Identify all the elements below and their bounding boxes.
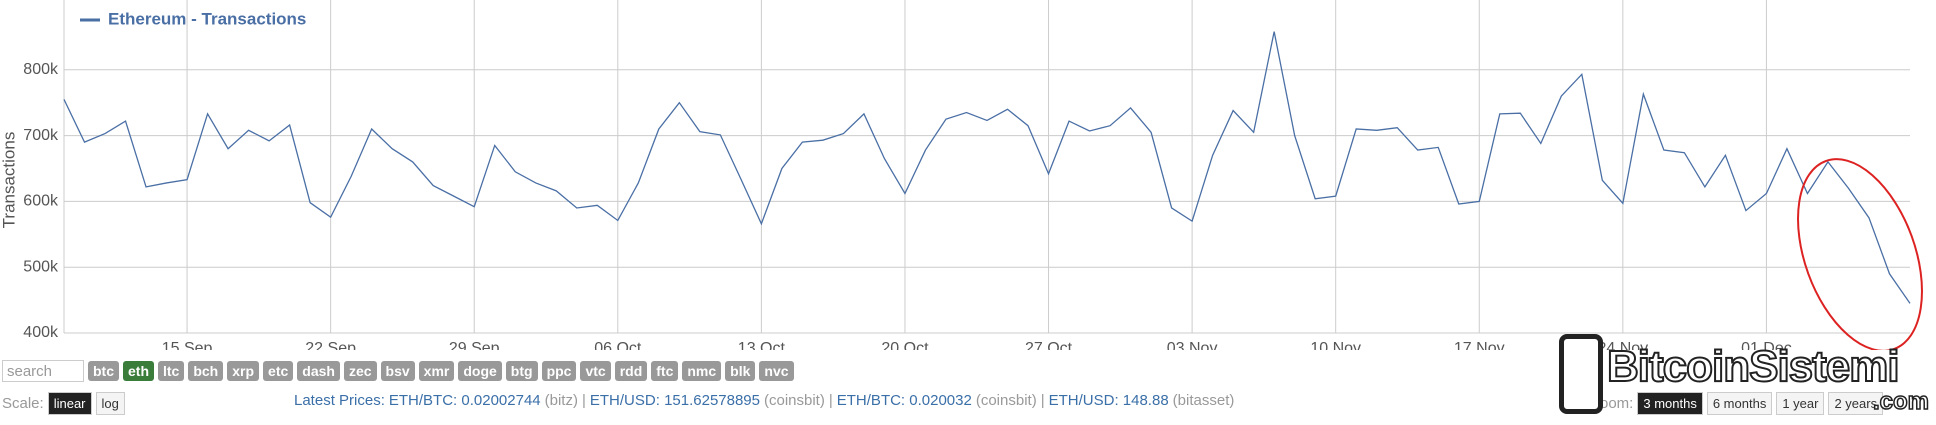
watermark-name: BitcoinSistemi xyxy=(1606,341,1901,392)
zoom-button[interactable]: 6 months xyxy=(1706,392,1773,415)
coin-button[interactable]: nmc xyxy=(682,361,722,381)
zoom-row: oom: 3 months 6 months 1 year 2 years xyxy=(1600,392,1884,415)
price-pair: ETH/USD: 151.62578895 xyxy=(589,392,760,409)
coin-button[interactable]: dash xyxy=(297,361,340,381)
zoom-button[interactable]: 1 year xyxy=(1776,392,1825,415)
coin-button[interactable]: etc xyxy=(263,361,294,381)
zoom-label: oom: xyxy=(1600,395,1634,412)
prices-label: Latest Prices: xyxy=(294,392,385,409)
zoom-button[interactable]: 2 years xyxy=(1828,392,1884,415)
watermark-domain: .com xyxy=(1872,387,1930,416)
scale-label: Scale: xyxy=(2,395,44,412)
coin-button[interactable]: ltc xyxy=(158,361,185,381)
x-tick-label: 24 Nov xyxy=(1597,340,1648,350)
separator: | xyxy=(1040,392,1045,409)
y-tick-label: 800k xyxy=(23,61,59,78)
y-tick-label: 600k xyxy=(23,193,59,210)
coin-button[interactable]: nvc xyxy=(759,361,794,381)
coin-button[interactable]: ppc xyxy=(541,361,577,381)
x-tick-label: 22 Sep xyxy=(305,340,356,350)
coin-button[interactable]: xrp xyxy=(227,361,260,381)
coin-button[interactable]: blk xyxy=(725,361,756,381)
x-tick-label: 01 Dec xyxy=(1741,340,1792,350)
watermark: BitcoinSistemi .com xyxy=(1555,330,1935,420)
price-source: (bitasset) xyxy=(1172,392,1235,409)
y-tick-label: 400k xyxy=(23,324,59,341)
coin-button[interactable]: bsv xyxy=(380,361,415,381)
y-tick-label: 500k xyxy=(23,258,59,275)
coin-button[interactable]: rdd xyxy=(614,361,648,381)
x-tick-label: 20 Oct xyxy=(881,340,929,350)
coin-button[interactable]: btc xyxy=(88,361,119,381)
coin-button[interactable]: ftc xyxy=(651,361,679,381)
x-tick-label: 15 Sep xyxy=(162,340,213,350)
coin-row: search btc eth ltc bch xrp etc dash zec bsv xmr dog… xyxy=(2,360,794,382)
zoom-button[interactable]: 3 months xyxy=(1637,392,1703,415)
scale-button[interactable]: linear xyxy=(47,392,92,415)
coin-button[interactable]: zec xyxy=(343,361,377,381)
chart: Ethereum - Transactions Transactions 400… xyxy=(0,0,1923,350)
scale-button[interactable]: log xyxy=(95,392,125,415)
data-line xyxy=(63,31,1911,304)
search-input[interactable]: search xyxy=(2,360,84,382)
x-tick-label: 10 Nov xyxy=(1310,340,1361,350)
y-tick-label: 700k xyxy=(23,127,59,144)
coin-button[interactable]: eth xyxy=(123,361,154,381)
x-tick-label: 13 Oct xyxy=(738,340,786,350)
separator: | xyxy=(828,392,833,409)
coin-button[interactable]: btg xyxy=(505,361,538,381)
coin-button[interactable]: doge xyxy=(458,361,502,381)
coin-button[interactable]: vtc xyxy=(580,361,611,381)
price-pair: ETH/BTC: 0.020032 xyxy=(836,392,972,409)
coin-button[interactable]: bch xyxy=(188,361,224,381)
x-tick-label: 29 Sep xyxy=(449,340,500,350)
price-pair: ETH/BTC: 0.02002744 xyxy=(388,392,541,409)
x-tick-label: 06 Oct xyxy=(594,340,642,350)
x-tick-label: 03 Nov xyxy=(1167,340,1218,350)
separator: | xyxy=(581,392,586,409)
annotation-circle xyxy=(1797,158,1923,350)
price-source: (coinsbit) xyxy=(764,392,825,409)
x-tick-label: 17 Nov xyxy=(1454,340,1505,350)
price-pair: ETH/USD: 148.88 xyxy=(1048,392,1169,409)
scale-row: Scale: linear log xyxy=(2,392,125,415)
watermark-logo xyxy=(1559,334,1603,414)
y-axis-label: Transactions xyxy=(0,132,18,229)
prices-row: Latest Prices: ETH/BTC: 0.02002744 (bitz) |… xyxy=(294,392,1234,409)
x-tick-label: 27 Oct xyxy=(1025,340,1073,350)
legend-label: Ethereum - Transactions xyxy=(108,9,306,28)
price-source: (coinsbit) xyxy=(975,392,1037,409)
coin-button[interactable]: xmr xyxy=(418,361,455,381)
price-source: (bitz) xyxy=(544,392,578,409)
